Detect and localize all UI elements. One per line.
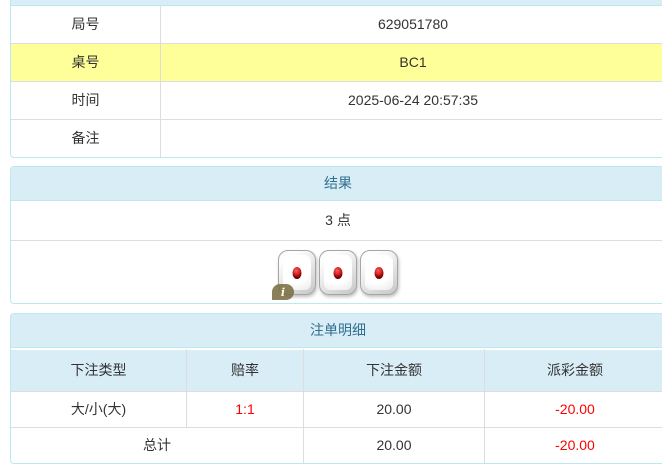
- table-row-table-id: 桌号 BC1: [11, 44, 662, 82]
- bets-table: 下注类型 赔率 下注金额 派彩金额 大/小(大) 1:1 20.00 -20.0…: [11, 348, 662, 463]
- total-row: 总计 20.00 -20.00: [11, 428, 662, 463]
- result-panel-title: 结果: [11, 167, 662, 201]
- total-payout: -20.00: [484, 428, 662, 463]
- col-header-bet-type: 下注类型: [11, 348, 186, 392]
- remark-value: [161, 120, 662, 157]
- remark-label: 备注: [11, 120, 161, 157]
- bet-type: 大/小(大): [11, 392, 186, 428]
- die-2: [319, 249, 357, 295]
- col-header-bet-amount: 下注金额: [303, 348, 484, 392]
- total-amount: 20.00: [303, 428, 484, 463]
- die-3-face: [365, 254, 393, 290]
- time-label: 时间: [11, 82, 161, 119]
- total-label: 总计: [143, 437, 171, 453]
- table-row-round-id: 局号 629051780: [11, 6, 662, 44]
- round-id-value: 629051780: [377, 16, 449, 32]
- game-info-table: 局号 629051780 桌号 BC1 时间 2025-06-24 20:57:…: [11, 6, 662, 157]
- bets-panel-title: 注单明细: [11, 314, 662, 348]
- die-1: [278, 249, 316, 295]
- col-header-payout: 派彩金额: [484, 348, 662, 392]
- result-points: 3 点: [11, 201, 662, 241]
- bet-row: 大/小(大) 1:1 20.00 -20.00: [11, 392, 662, 428]
- info-icon[interactable]: i: [272, 284, 294, 300]
- table-row-remark: 备注: [11, 120, 662, 157]
- bets-panel: 注单明细 下注类型 赔率 下注金额 派彩金额 大/小(大) 1:1 20.00 …: [10, 313, 662, 464]
- table-id-label: 桌号: [11, 44, 161, 81]
- dice-row: i: [11, 241, 662, 303]
- game-detail-page: 局号 629051780 桌号 BC1 时间 2025-06-24 20:57:…: [10, 0, 662, 464]
- table-row-time: 时间 2025-06-24 20:57:35: [11, 82, 662, 120]
- bet-amount: 20.00: [303, 392, 484, 428]
- table-id-value: BC1: [399, 54, 427, 70]
- time-value: 2025-06-24 20:57:35: [348, 92, 478, 108]
- round-id-label: 局号: [11, 6, 161, 43]
- result-panel: 结果 3 点 i: [10, 166, 662, 304]
- bet-odds: 1:1: [186, 392, 303, 428]
- die-2-face: [324, 254, 352, 290]
- col-header-odds: 赔率: [186, 348, 303, 392]
- game-info-panel: 局号 629051780 桌号 BC1 时间 2025-06-24 20:57:…: [10, 0, 662, 158]
- bets-table-header: 下注类型 赔率 下注金额 派彩金额: [11, 348, 662, 392]
- bet-payout: -20.00: [484, 392, 662, 428]
- die-1-face: [283, 254, 311, 290]
- cut-panel-heading: [11, 0, 662, 6]
- die-3: [360, 249, 398, 295]
